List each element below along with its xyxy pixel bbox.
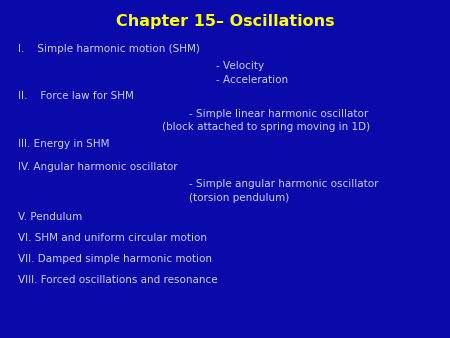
Text: V. Pendulum: V. Pendulum [18,212,82,222]
Text: - Acceleration: - Acceleration [216,75,288,85]
Text: - Simple angular harmonic oscillator: - Simple angular harmonic oscillator [189,179,378,189]
Text: Chapter 15– Oscillations: Chapter 15– Oscillations [116,14,334,28]
Text: (block attached to spring moving in 1D): (block attached to spring moving in 1D) [162,122,370,132]
Text: VIII. Forced oscillations and resonance: VIII. Forced oscillations and resonance [18,275,218,285]
Text: I.    Simple harmonic motion (SHM): I. Simple harmonic motion (SHM) [18,44,200,54]
Text: - Velocity: - Velocity [216,61,264,71]
Text: (torsion pendulum): (torsion pendulum) [189,193,289,203]
Text: II.    Force law for SHM: II. Force law for SHM [18,91,134,101]
Text: IV. Angular harmonic oscillator: IV. Angular harmonic oscillator [18,162,178,172]
Text: VI. SHM and uniform circular motion: VI. SHM and uniform circular motion [18,233,207,243]
Text: III. Energy in SHM: III. Energy in SHM [18,139,109,149]
Text: - Simple linear harmonic oscillator: - Simple linear harmonic oscillator [189,109,368,119]
Text: VII. Damped simple harmonic motion: VII. Damped simple harmonic motion [18,254,212,264]
